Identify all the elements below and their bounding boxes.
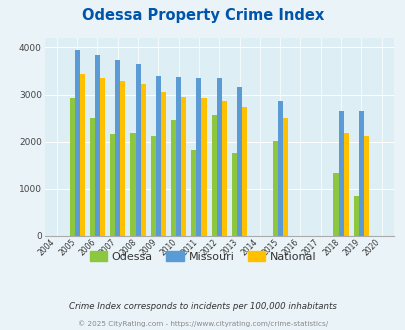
Bar [75, 50, 79, 236]
Text: Odessa Property Crime Index: Odessa Property Crime Index [82, 8, 323, 23]
Bar [69, 98, 75, 236]
Bar [358, 112, 363, 236]
Bar [282, 117, 287, 236]
Bar [216, 78, 221, 236]
Bar [333, 173, 338, 236]
Legend: Odessa, Missouri, National: Odessa, Missouri, National [85, 247, 320, 267]
Bar [277, 101, 282, 236]
Bar [196, 78, 201, 236]
Bar [156, 76, 160, 236]
Bar [181, 97, 186, 236]
Bar [221, 101, 226, 236]
Bar [201, 98, 206, 236]
Bar [231, 153, 237, 236]
Text: Crime Index corresponds to incidents per 100,000 inhabitants: Crime Index corresponds to incidents per… [69, 302, 336, 311]
Bar [241, 107, 247, 236]
Bar [120, 81, 125, 236]
Bar [272, 141, 277, 236]
Bar [110, 134, 115, 236]
Bar [100, 78, 105, 236]
Bar [171, 120, 176, 236]
Bar [338, 112, 343, 236]
Bar [150, 137, 156, 236]
Bar [237, 87, 241, 236]
Bar [160, 92, 166, 236]
Bar [135, 64, 140, 236]
Bar [79, 74, 85, 236]
Bar [130, 133, 135, 236]
Bar [140, 84, 145, 236]
Bar [176, 77, 181, 236]
Bar [90, 117, 95, 236]
Bar [343, 133, 348, 236]
Bar [353, 196, 358, 236]
Bar [95, 55, 100, 236]
Bar [363, 137, 368, 236]
Bar [211, 115, 216, 236]
Bar [115, 60, 120, 236]
Text: © 2025 CityRating.com - https://www.cityrating.com/crime-statistics/: © 2025 CityRating.com - https://www.city… [78, 320, 327, 327]
Bar [191, 150, 196, 236]
